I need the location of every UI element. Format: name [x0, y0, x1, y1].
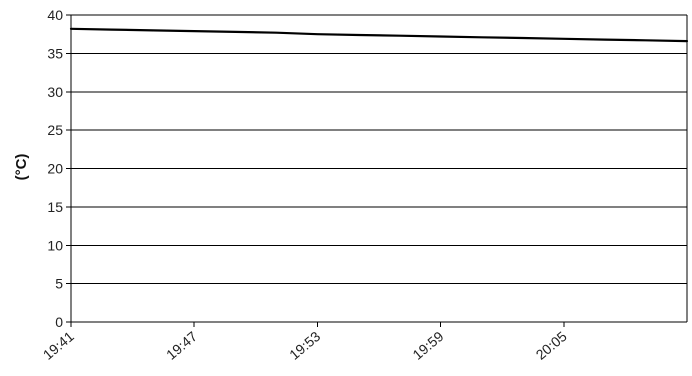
axes [66, 14, 688, 327]
y-tick-label: 25 [47, 122, 63, 138]
y-tick-label: 30 [47, 84, 63, 100]
gridlines [71, 14, 687, 323]
y-tick-label: 0 [55, 314, 63, 330]
x-tick-labels: 19:41 19:47 19:53 19:59 20:05 [40, 328, 570, 363]
x-tick-label: 19:53 [286, 328, 323, 363]
y-tick-label: 5 [55, 276, 63, 292]
y-tick-labels: 0 5 10 15 20 25 30 35 40 [47, 7, 63, 330]
series-layer [69, 27, 689, 43]
series-line [69, 27, 689, 43]
y-tick-label: 20 [47, 161, 63, 177]
x-tick-label: 20:05 [533, 328, 570, 363]
y-tick-label: 15 [47, 199, 63, 215]
y-tick-label: 10 [47, 237, 63, 253]
x-tick-label: 19:47 [163, 328, 200, 363]
x-tick-label: 19:41 [40, 328, 77, 363]
y-tick-label: 35 [47, 45, 63, 61]
y-tick-label: 40 [47, 7, 63, 23]
x-tick-label: 19:59 [409, 328, 446, 363]
y-axis-label: (°C) [13, 154, 30, 181]
